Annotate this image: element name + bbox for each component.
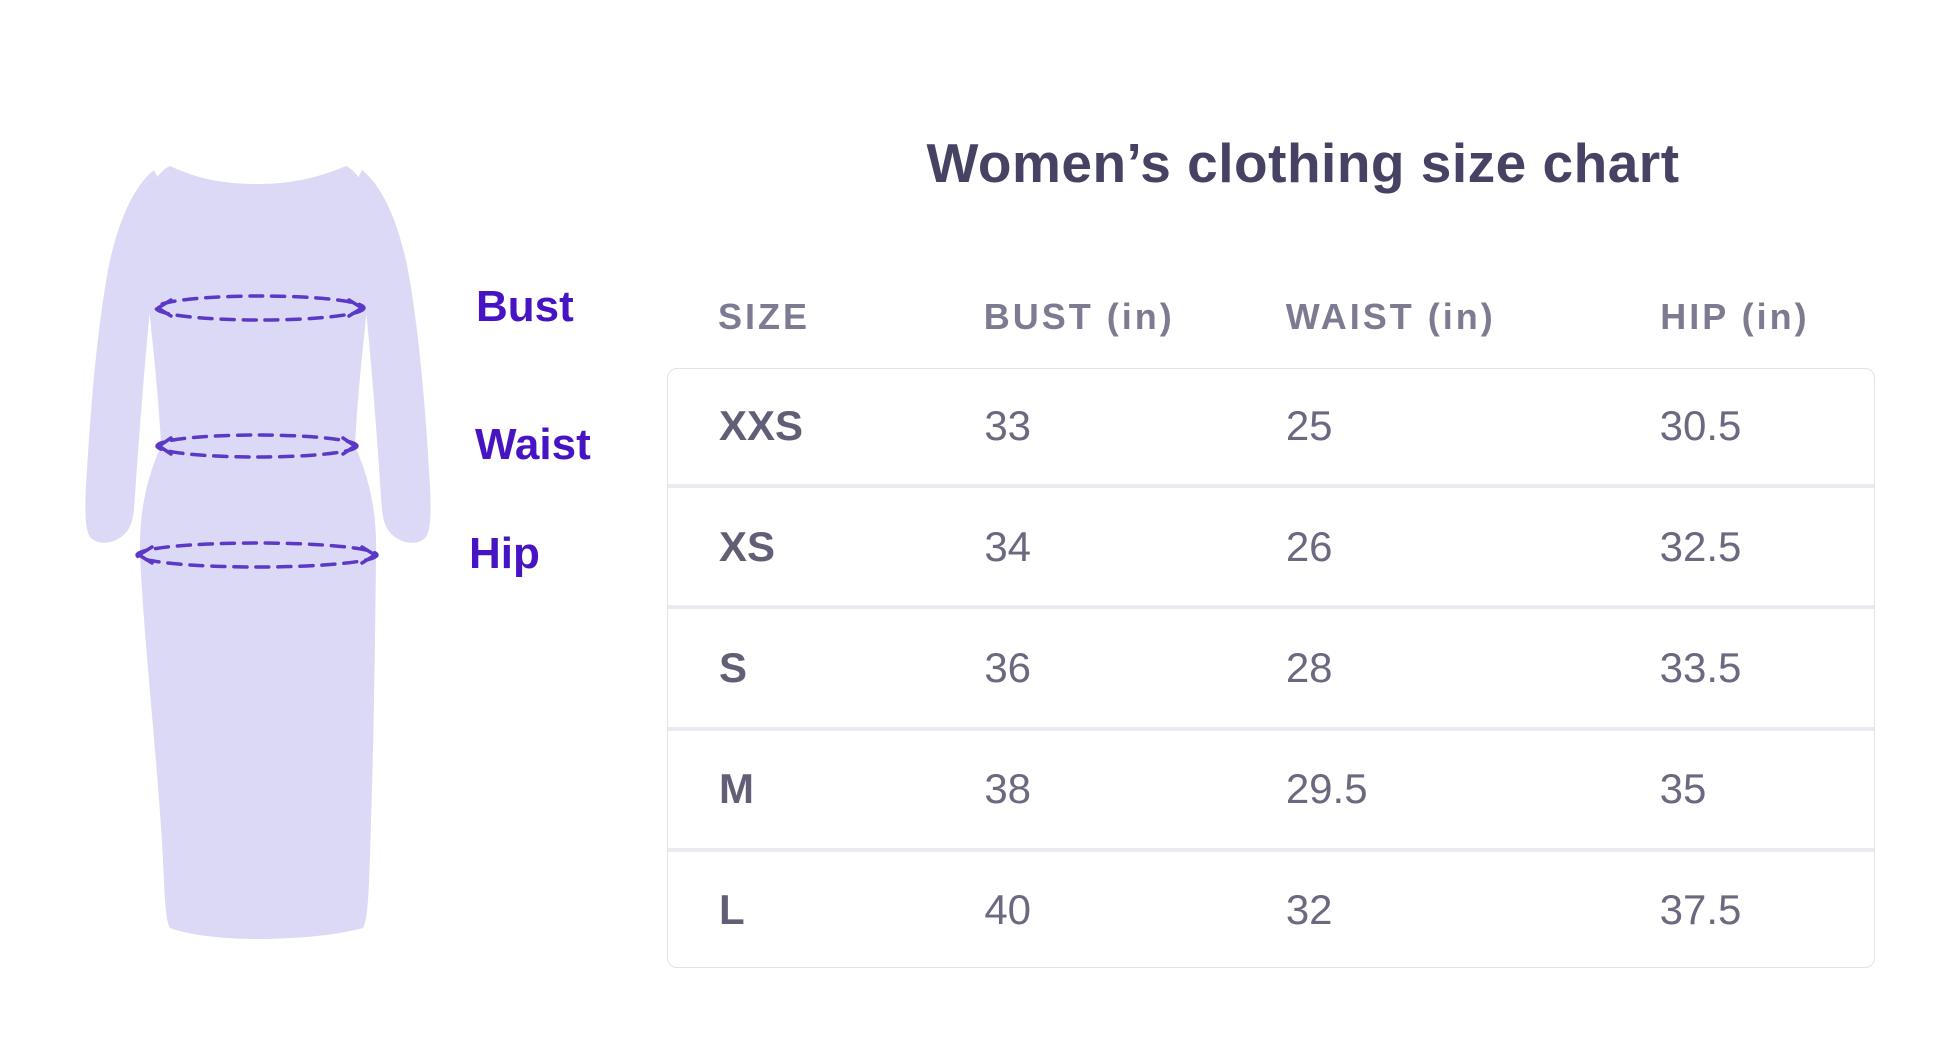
header-cell-hip: HIP (in) <box>1660 296 1810 337</box>
sleeve-shape <box>85 170 159 543</box>
waist-cell: 28 <box>1234 605 1609 729</box>
table-row: M 38 29.5 35 <box>668 726 1874 851</box>
size-table-grid: XXS 33 25 30.5 XS 34 26 32.5 S 36 28 33.5 M 38 29.5 35 L… <box>668 369 1874 967</box>
hip-arrow-right <box>360 545 377 565</box>
bust-cell: 34 <box>933 483 1235 608</box>
size-cell: XS <box>668 483 934 608</box>
hip-cell: 32.5 <box>1608 483 1874 608</box>
waist-cell: 32 <box>1234 848 1609 967</box>
bust-label: Bust <box>476 282 574 331</box>
bust-ellipse <box>154 294 366 322</box>
dress-svg <box>85 166 431 939</box>
header-cell-size: SIZE <box>718 296 811 337</box>
waist-cell: 26 <box>1234 483 1609 608</box>
size-cell: L <box>668 848 934 967</box>
bust-cell: 40 <box>933 848 1235 967</box>
dress-body-shape <box>139 166 377 939</box>
page-title: Women’s clothing size chart <box>926 132 1680 194</box>
dress-illustration <box>58 140 458 960</box>
waist-label: Waist <box>475 420 591 469</box>
table-row: L 40 32 37.5 <box>668 848 1874 967</box>
hip-cell: 30.5 <box>1659 402 1742 450</box>
waist-cell: 25 <box>1285 402 1333 450</box>
size-cell: M <box>668 726 934 851</box>
table-row: S 36 28 33.5 <box>668 605 1874 729</box>
bust-cell: 36 <box>933 605 1235 729</box>
waist-arrow-right <box>341 436 357 456</box>
bust-arrow-left <box>156 298 173 318</box>
size-table: XXS 33 25 30.5 XS 34 26 32.5 S 36 28 33.5 M 38 29.5 35 L… <box>667 368 1875 968</box>
waist-arrow-left <box>157 436 173 456</box>
hip-cell: 35 <box>1608 726 1874 851</box>
hip-label: Hip <box>469 529 540 578</box>
size-table-body: XXS 33 25 30.5 XS 34 26 32.5 S 36 28 33.5 M 38 29.5 35 L… <box>668 369 1874 967</box>
waist-ellipse <box>155 433 359 459</box>
hip-cell: 33.5 <box>1608 605 1874 729</box>
waist-cell: 29.5 <box>1234 726 1609 851</box>
header-cell-bust: BUST (in) <box>983 296 1175 337</box>
hip-ellipse <box>135 541 379 569</box>
hip-cell: 37.5 <box>1608 848 1874 967</box>
table-row: XXS 33 25 30.5 <box>668 369 1874 486</box>
size-cell: XXS <box>719 402 804 450</box>
bust-arrow-right <box>347 298 364 318</box>
header-cell-waist: WAIST (in) <box>1285 296 1496 337</box>
bust-cell: 33 <box>984 402 1032 450</box>
size-cell: S <box>668 605 934 729</box>
hip-arrow-left <box>137 545 154 565</box>
table-header-row: SIZE BUST (in) WAIST (in) HIP (in) <box>667 296 1875 338</box>
bust-cell: 38 <box>933 726 1235 851</box>
table-row: XS 34 26 32.5 <box>668 483 1874 608</box>
